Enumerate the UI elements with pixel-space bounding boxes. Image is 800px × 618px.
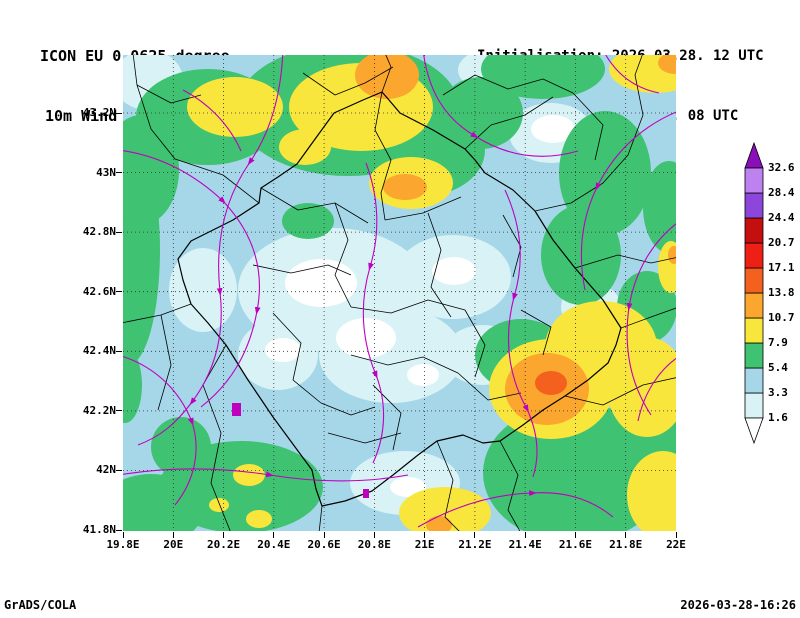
lon-tick-label: 20.4E [257, 538, 291, 551]
lat-tick-label: 42.6N [82, 284, 116, 298]
lon-tick [223, 532, 225, 538]
wind-map-canvas [123, 55, 676, 531]
lon-tick-label: 20.6E [307, 538, 341, 551]
lon-tick-label: 21E [414, 538, 435, 551]
lon-tick [122, 532, 124, 538]
lat-tick [116, 112, 122, 114]
color-legend: 32.6 28.4 24.4 20.7 17.1 13.8 10.7 7.9 5.4 3.3 1.6 [744, 141, 800, 445]
lat-tick-label: 41.8N [82, 523, 116, 536]
legend-label: 1.6 [768, 411, 788, 424]
lon-tick [524, 532, 526, 538]
legend-label: 20.7 [768, 236, 795, 249]
legend-label: 24.4 [768, 211, 795, 224]
lon-tick [424, 532, 426, 538]
wind-shading-strong-core [535, 371, 567, 395]
lon-tick-label: 21.8E [609, 538, 643, 551]
wind-streamlines [123, 55, 676, 528]
wind-shading-calm [265, 115, 575, 497]
lon-tick [625, 532, 627, 538]
lon-tick [675, 532, 677, 538]
lat-tick-label: 42.8N [82, 225, 116, 239]
lon-tick-label: 22E [666, 538, 686, 551]
lat-tick [116, 291, 122, 293]
lat-tick-label: 43N [96, 165, 116, 179]
legend-label: 5.4 [768, 361, 788, 374]
lon-tick-label: 19.8E [106, 538, 140, 551]
lat-tick-label: 42.4N [82, 344, 116, 358]
legend-label: 13.8 [768, 286, 795, 299]
map-plot-area [123, 55, 676, 531]
lat-tick-label: 43.2N [82, 106, 116, 119]
lon-tick-label: 20.2E [206, 538, 241, 551]
grads-credit: GrADS/COLA [4, 598, 77, 612]
lon-tick [373, 532, 375, 538]
creation-timestamp: 2026-03-28-16:26 [680, 598, 796, 612]
legend-label: 32.6 [768, 161, 795, 174]
lat-tick-label: 42.2N [82, 403, 116, 417]
lon-tick [273, 532, 275, 538]
lon-tick-label: 20E [163, 538, 184, 551]
legend-label: 17.1 [768, 261, 795, 274]
legend-label: 3.3 [768, 386, 788, 399]
lon-tick [574, 532, 576, 538]
lat-tick [116, 529, 122, 531]
lon-tick-label: 21.2E [458, 538, 492, 551]
lon-tick-label: 21.6E [558, 538, 593, 551]
lat-tick [116, 410, 122, 412]
legend-label: 28.4 [768, 186, 795, 199]
legend-colorbar [744, 141, 764, 445]
lat-tick [116, 350, 122, 352]
lon-tick [474, 532, 476, 538]
lon-tick [323, 532, 325, 538]
legend-label: 7.9 [768, 336, 788, 349]
lat-tick-label: 42N [96, 463, 116, 477]
lon-tick-label: 21.4E [508, 538, 542, 551]
lat-tick [116, 231, 122, 233]
lon-tick [172, 532, 174, 538]
lat-tick [116, 469, 122, 471]
streamline-marker-squares [232, 403, 369, 498]
legend-label: 10.7 [768, 311, 795, 324]
lat-tick [116, 172, 122, 174]
lon-tick-label: 20.8E [357, 538, 391, 551]
